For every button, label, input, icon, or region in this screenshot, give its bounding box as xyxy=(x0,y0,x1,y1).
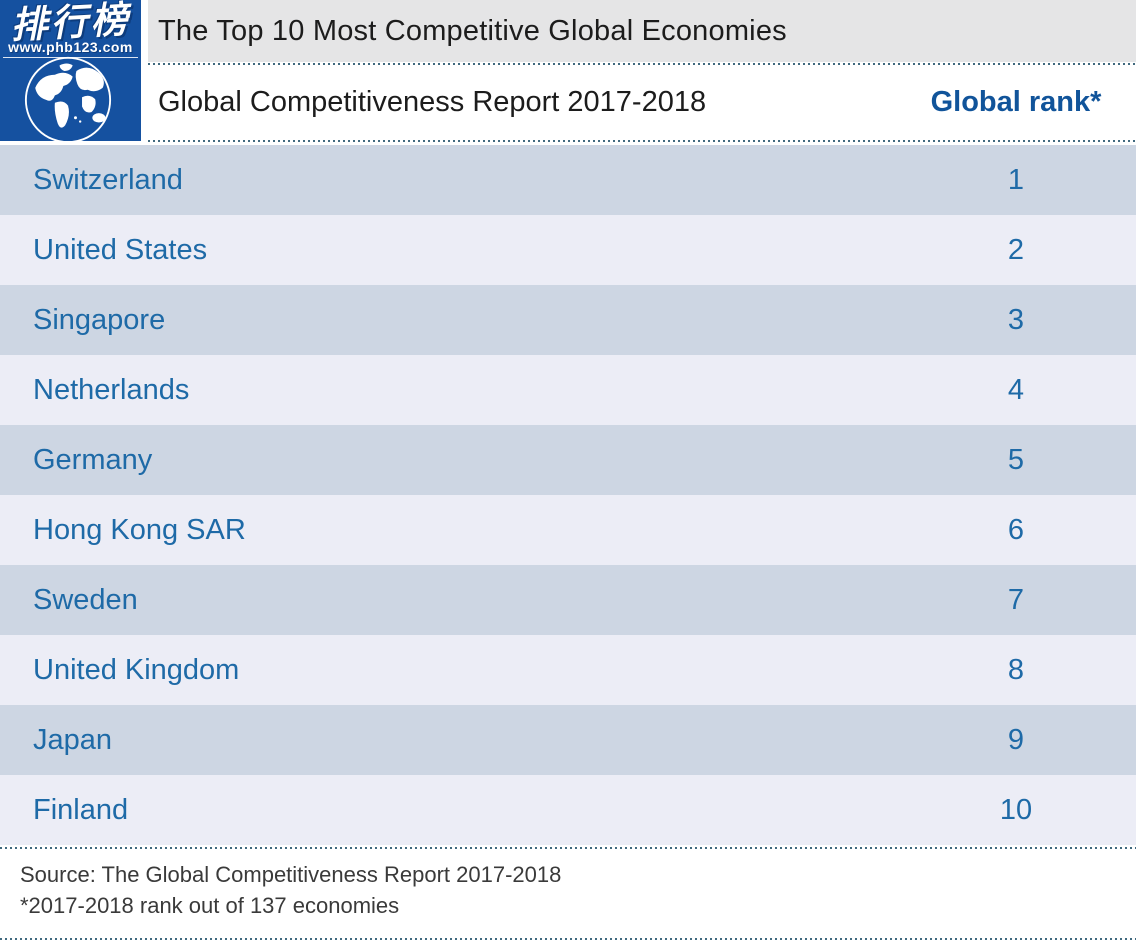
footer-notes: Source: The Global Competitiveness Repor… xyxy=(20,859,561,921)
country-cell: Japan xyxy=(33,723,113,756)
country-cell: Finland xyxy=(33,793,129,826)
table-row: United Kingdom 8 xyxy=(0,635,1136,705)
rank-cell: 8 xyxy=(1007,653,1025,686)
ranking-table: Switzerland 1 United States 2 Singapore 3 Neth… xyxy=(0,145,1136,845)
rank-cell: 1 xyxy=(1007,163,1025,196)
dotted-divider-header xyxy=(148,139,1136,142)
table-row: Japan 9 xyxy=(0,705,1136,775)
rank-cell: 10 xyxy=(999,793,1033,826)
table-row: Sweden 7 xyxy=(0,565,1136,635)
dotted-divider-bottom xyxy=(0,937,1136,940)
rank-cell: 4 xyxy=(1007,373,1025,406)
rank-cell: 5 xyxy=(1007,443,1025,476)
source-line: Source: The Global Competitiveness Repor… xyxy=(20,862,562,887)
dotted-divider-top xyxy=(148,62,1136,65)
country-cell: United Kingdom xyxy=(33,653,240,686)
table-row: Finland 10 xyxy=(0,775,1136,845)
dotted-divider-footer-top xyxy=(0,846,1136,849)
site-logo: 排行榜 www.phb123.com xyxy=(0,0,141,141)
rank-cell: 6 xyxy=(1007,513,1025,546)
rank-cell: 3 xyxy=(1007,303,1025,336)
rank-column-header: Global rank* xyxy=(930,86,1102,118)
table-row: Germany 5 xyxy=(0,425,1136,495)
country-cell: Sweden xyxy=(33,583,138,616)
table-row: United States 2 xyxy=(0,215,1136,285)
rank-cell: 7 xyxy=(1007,583,1025,616)
country-cell: Hong Kong SAR xyxy=(33,513,246,546)
rank-cell: 2 xyxy=(1007,233,1025,266)
table-row: Singapore 3 xyxy=(0,285,1136,355)
country-cell: Netherlands xyxy=(33,373,190,406)
report-subtitle: Global Competitiveness Report 2017-2018 xyxy=(158,86,707,118)
country-cell: Singapore xyxy=(33,303,166,336)
table-row: Netherlands 4 xyxy=(0,355,1136,425)
subtitle-band: Global Competitiveness Report 2017-2018 … xyxy=(148,66,1136,139)
globe-icon xyxy=(24,56,112,141)
country-cell: Germany xyxy=(33,443,153,476)
page-title: The Top 10 Most Competitive Global Econo… xyxy=(158,14,787,47)
table-row: Switzerland 1 xyxy=(0,145,1136,215)
country-cell: United States xyxy=(33,233,208,266)
table-row: Hong Kong SAR 6 xyxy=(0,495,1136,565)
country-cell: Switzerland xyxy=(33,163,183,196)
title-band: The Top 10 Most Competitive Global Econo… xyxy=(148,0,1136,62)
logo-site-url: www.phb123.com xyxy=(8,39,133,55)
rank-cell: 9 xyxy=(1007,723,1025,756)
note-line: *2017-2018 rank out of 137 economies xyxy=(20,893,400,918)
